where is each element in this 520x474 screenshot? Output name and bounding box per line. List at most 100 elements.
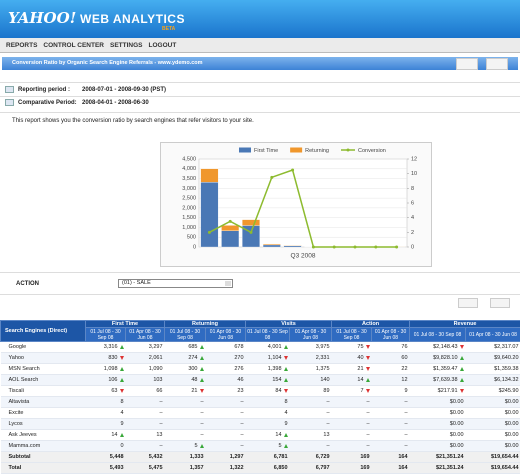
cell: $1,359.47	[410, 364, 466, 375]
dimension-header[interactable]: Search Engines (Direct)	[1, 321, 86, 342]
cell: 14	[246, 430, 290, 441]
cell: $9,828.10	[410, 353, 466, 364]
filter-button[interactable]	[458, 298, 478, 308]
cell-value: $1,359.47	[433, 366, 457, 372]
trend-up	[200, 444, 204, 448]
y-tick-label: 4,000	[182, 166, 196, 172]
cell-value: 300	[188, 366, 197, 372]
cell: 678	[206, 342, 246, 353]
y2-tick-label: 0	[411, 244, 414, 250]
cell: –	[290, 419, 332, 430]
line-point	[312, 246, 315, 249]
cell: 830	[86, 353, 126, 364]
cell: 66	[126, 386, 165, 397]
cell: 23	[206, 386, 246, 397]
period-header: 01 Jul 08 - 30 Sep 08	[165, 328, 206, 342]
engine-name[interactable]: Ask Jeeves	[1, 430, 86, 441]
cell: 274	[165, 353, 206, 364]
bookmark-button[interactable]	[456, 58, 478, 70]
cell-value: –	[200, 399, 203, 405]
cell: 40	[332, 353, 372, 364]
engine-name[interactable]: Excite	[1, 408, 86, 419]
cell-value: $0.00	[505, 443, 519, 449]
trend-up	[460, 367, 464, 371]
cell-value: 2,061	[149, 355, 163, 361]
cell-value: 5,432	[149, 454, 163, 460]
group-header[interactable]: Action	[332, 321, 410, 328]
cell: 76	[372, 342, 410, 353]
y-tick-label: 1,500	[182, 215, 196, 221]
trend-down	[366, 356, 370, 360]
customize-button[interactable]	[486, 58, 508, 70]
cell: 5	[246, 441, 290, 452]
cell-value: 103	[153, 377, 162, 383]
trend-up	[200, 356, 204, 360]
cell: 9	[246, 419, 290, 430]
trend-up	[284, 367, 288, 371]
cell: –	[206, 441, 246, 452]
beta-badge: BETA	[162, 26, 175, 32]
cell-value: 21	[191, 388, 197, 394]
cell-value: 154	[272, 377, 281, 383]
legend-swatch	[239, 148, 251, 153]
nav-item[interactable]: REPORTS	[6, 42, 37, 49]
engine-name[interactable]: Tiscali	[1, 386, 86, 397]
period-header: 01 Jul 08 - 30 Sep 08	[332, 328, 372, 342]
period-header: 01 Apr 08 - 30 Jun 08	[466, 328, 520, 342]
trend-up	[120, 378, 124, 382]
engine-name[interactable]: MSN Search	[1, 364, 86, 375]
engine-name[interactable]: AOL Search	[1, 375, 86, 386]
engine-name[interactable]: Yahoo	[1, 353, 86, 364]
cell: 14	[86, 430, 126, 441]
cell: 103	[126, 375, 165, 386]
engine-name[interactable]: Mamma.com	[1, 441, 86, 452]
cell-value: $0.00	[505, 399, 519, 405]
cell: 7	[332, 386, 372, 397]
cell-value: 14	[275, 432, 281, 438]
cell: 5,448	[86, 452, 126, 463]
cell-value: $0.00	[505, 421, 519, 427]
cell: –	[290, 408, 332, 419]
period-header: 01 Apr 08 - 30 Jun 08	[290, 328, 332, 342]
engine-name[interactable]: Altavista	[1, 397, 86, 408]
action-select[interactable]: (01) - SALE	[118, 279, 233, 288]
cell-value: 2,331	[316, 355, 330, 361]
nav-item[interactable]: CONTROL CENTER	[43, 42, 104, 49]
group-header[interactable]: Revenue	[410, 321, 520, 328]
cell-value: 685	[188, 344, 197, 350]
group-header[interactable]: Visits	[246, 321, 332, 328]
nav-item[interactable]: SETTINGS	[110, 42, 143, 49]
trend-up	[460, 378, 464, 382]
cell-value: 106	[108, 377, 117, 383]
logo[interactable]: YAHOO!	[8, 9, 76, 27]
group-header[interactable]: First Time	[86, 321, 165, 328]
cell: $0.00	[410, 419, 466, 430]
group-header[interactable]: Returning	[165, 321, 246, 328]
cell: –	[206, 430, 246, 441]
cell: 5,475	[126, 463, 165, 474]
cell-value: 9	[120, 421, 123, 427]
cell-value: 66	[156, 388, 162, 394]
cell-value: $6,134.32	[494, 377, 518, 383]
period-header: 01 Jul 08 - 30 Sep 08	[86, 328, 126, 342]
cell-value: 1,357	[190, 465, 204, 471]
cell: 84	[246, 386, 290, 397]
engine-name[interactable]: Google	[1, 342, 86, 353]
cell-value: –	[404, 432, 407, 438]
nav-bar: REPORTS CONTROL CENTER SETTINGS LOGOUT	[0, 38, 520, 53]
export-button[interactable]	[490, 298, 510, 308]
cell: 3,316	[86, 342, 126, 353]
cell: –	[165, 430, 206, 441]
engine-name[interactable]: Lycos	[1, 419, 86, 430]
cell: $1,359.38	[466, 364, 520, 375]
nav-item[interactable]: LOGOUT	[149, 42, 177, 49]
cell: 6,850	[246, 463, 290, 474]
cell: 1,104	[246, 353, 290, 364]
cell: 1,333	[165, 452, 206, 463]
cell: 60	[372, 353, 410, 364]
cell: 8	[246, 397, 290, 408]
cell-value: 4	[284, 410, 287, 416]
period-header: 01 Apr 08 - 30 Jun 08	[126, 328, 165, 342]
y2-tick-label: 2	[411, 230, 414, 236]
